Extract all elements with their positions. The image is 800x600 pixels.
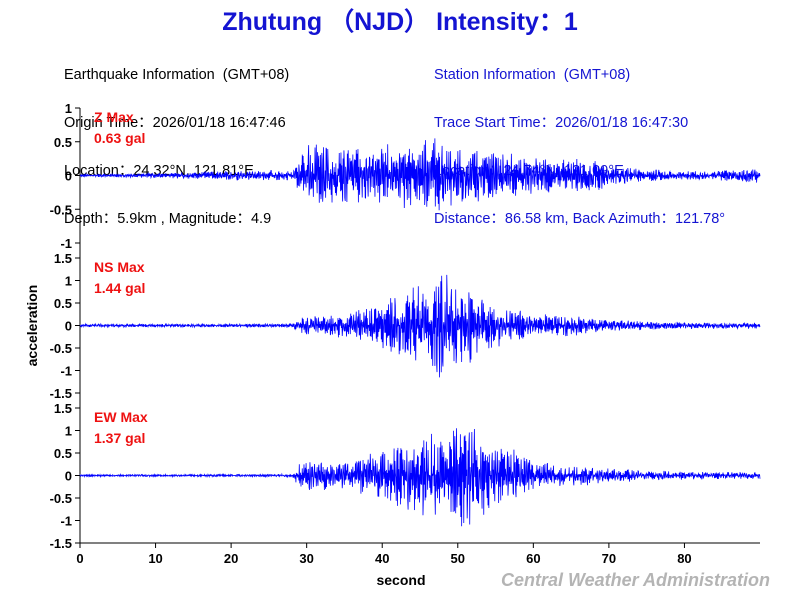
x-axis-title: second — [376, 572, 425, 588]
y-tick-label-Z: -0.5 — [50, 202, 72, 217]
y-tick-label-EW: 1 — [65, 424, 72, 439]
x-tick-label: 70 — [602, 551, 616, 566]
earthquake-info-heading: Earthquake Information (GMT+08) — [64, 67, 290, 83]
chart-title: Zhutung （NJD） Intensity：1 — [222, 8, 578, 36]
y-tick-label-EW: -1.5 — [50, 536, 72, 551]
y-tick-label-NS: 1.5 — [54, 251, 72, 266]
x-tick-label: 0 — [76, 551, 83, 566]
trace-start-time: Trace Start Time：2026/01/18 16:47:30 — [434, 115, 689, 131]
max-label-EW: EW Max — [94, 409, 148, 425]
max-value-EW: 1.37 gal — [94, 430, 145, 446]
y-tick-label-NS: 0 — [65, 319, 72, 334]
x-tick-label: 80 — [677, 551, 691, 566]
max-label-Z: Z Max — [94, 109, 134, 125]
y-tick-label-Z: 1 — [65, 101, 72, 116]
x-tick-label: 60 — [526, 551, 540, 566]
y-tick-label-EW: 1.5 — [54, 401, 72, 416]
depth-magnitude: Depth：5.9km , Magnitude：4.9 — [64, 211, 272, 227]
agency-credit: Central Weather Administration — [500, 570, 770, 590]
trace-NS — [79, 274, 761, 378]
trace-EW — [79, 428, 761, 527]
y-tick-label-EW: -0.5 — [50, 491, 72, 506]
max-label-NS: NS Max — [94, 259, 145, 275]
x-tick-label: 50 — [451, 551, 465, 566]
earthquake-info: Earthquake Information (GMT+08) Origin T… — [64, 35, 289, 243]
origin-time: Origin Time：2026/01/18 16:47:46 — [64, 115, 286, 131]
y-tick-label-Z: 0.5 — [54, 135, 72, 150]
x-tick-label: 10 — [148, 551, 162, 566]
max-value-Z: 0.63 gal — [94, 130, 145, 146]
y-tick-label-NS: -0.5 — [50, 341, 72, 356]
y-tick-label-NS: 0.5 — [54, 296, 72, 311]
y-tick-label-EW: 0 — [65, 469, 72, 484]
distance-azimuth: Distance：86.58 km, Back Azimuth：121.78° — [434, 211, 726, 227]
y-tick-label-NS: 1 — [65, 274, 72, 289]
y-tick-label-EW: -1 — [60, 514, 72, 529]
x-tick-label: 20 — [224, 551, 238, 566]
x-tick-label: 40 — [375, 551, 389, 566]
trace-Z — [79, 138, 761, 211]
y-tick-label-Z: -1 — [60, 236, 72, 251]
x-tick-label: 30 — [299, 551, 313, 566]
y-tick-label-NS: -1.5 — [50, 386, 72, 401]
max-value-NS: 1.44 gal — [94, 280, 145, 296]
y-tick-label-NS: -1 — [60, 364, 72, 379]
station-info-heading: Station Information (GMT+08) — [434, 67, 631, 83]
y-tick-label-EW: 0.5 — [54, 446, 72, 461]
y-axis-title: acceleration — [24, 285, 40, 367]
y-tick-label-Z: 0 — [65, 169, 72, 184]
station-info: Station Information (GMT+08) Trace Start… — [434, 35, 725, 243]
